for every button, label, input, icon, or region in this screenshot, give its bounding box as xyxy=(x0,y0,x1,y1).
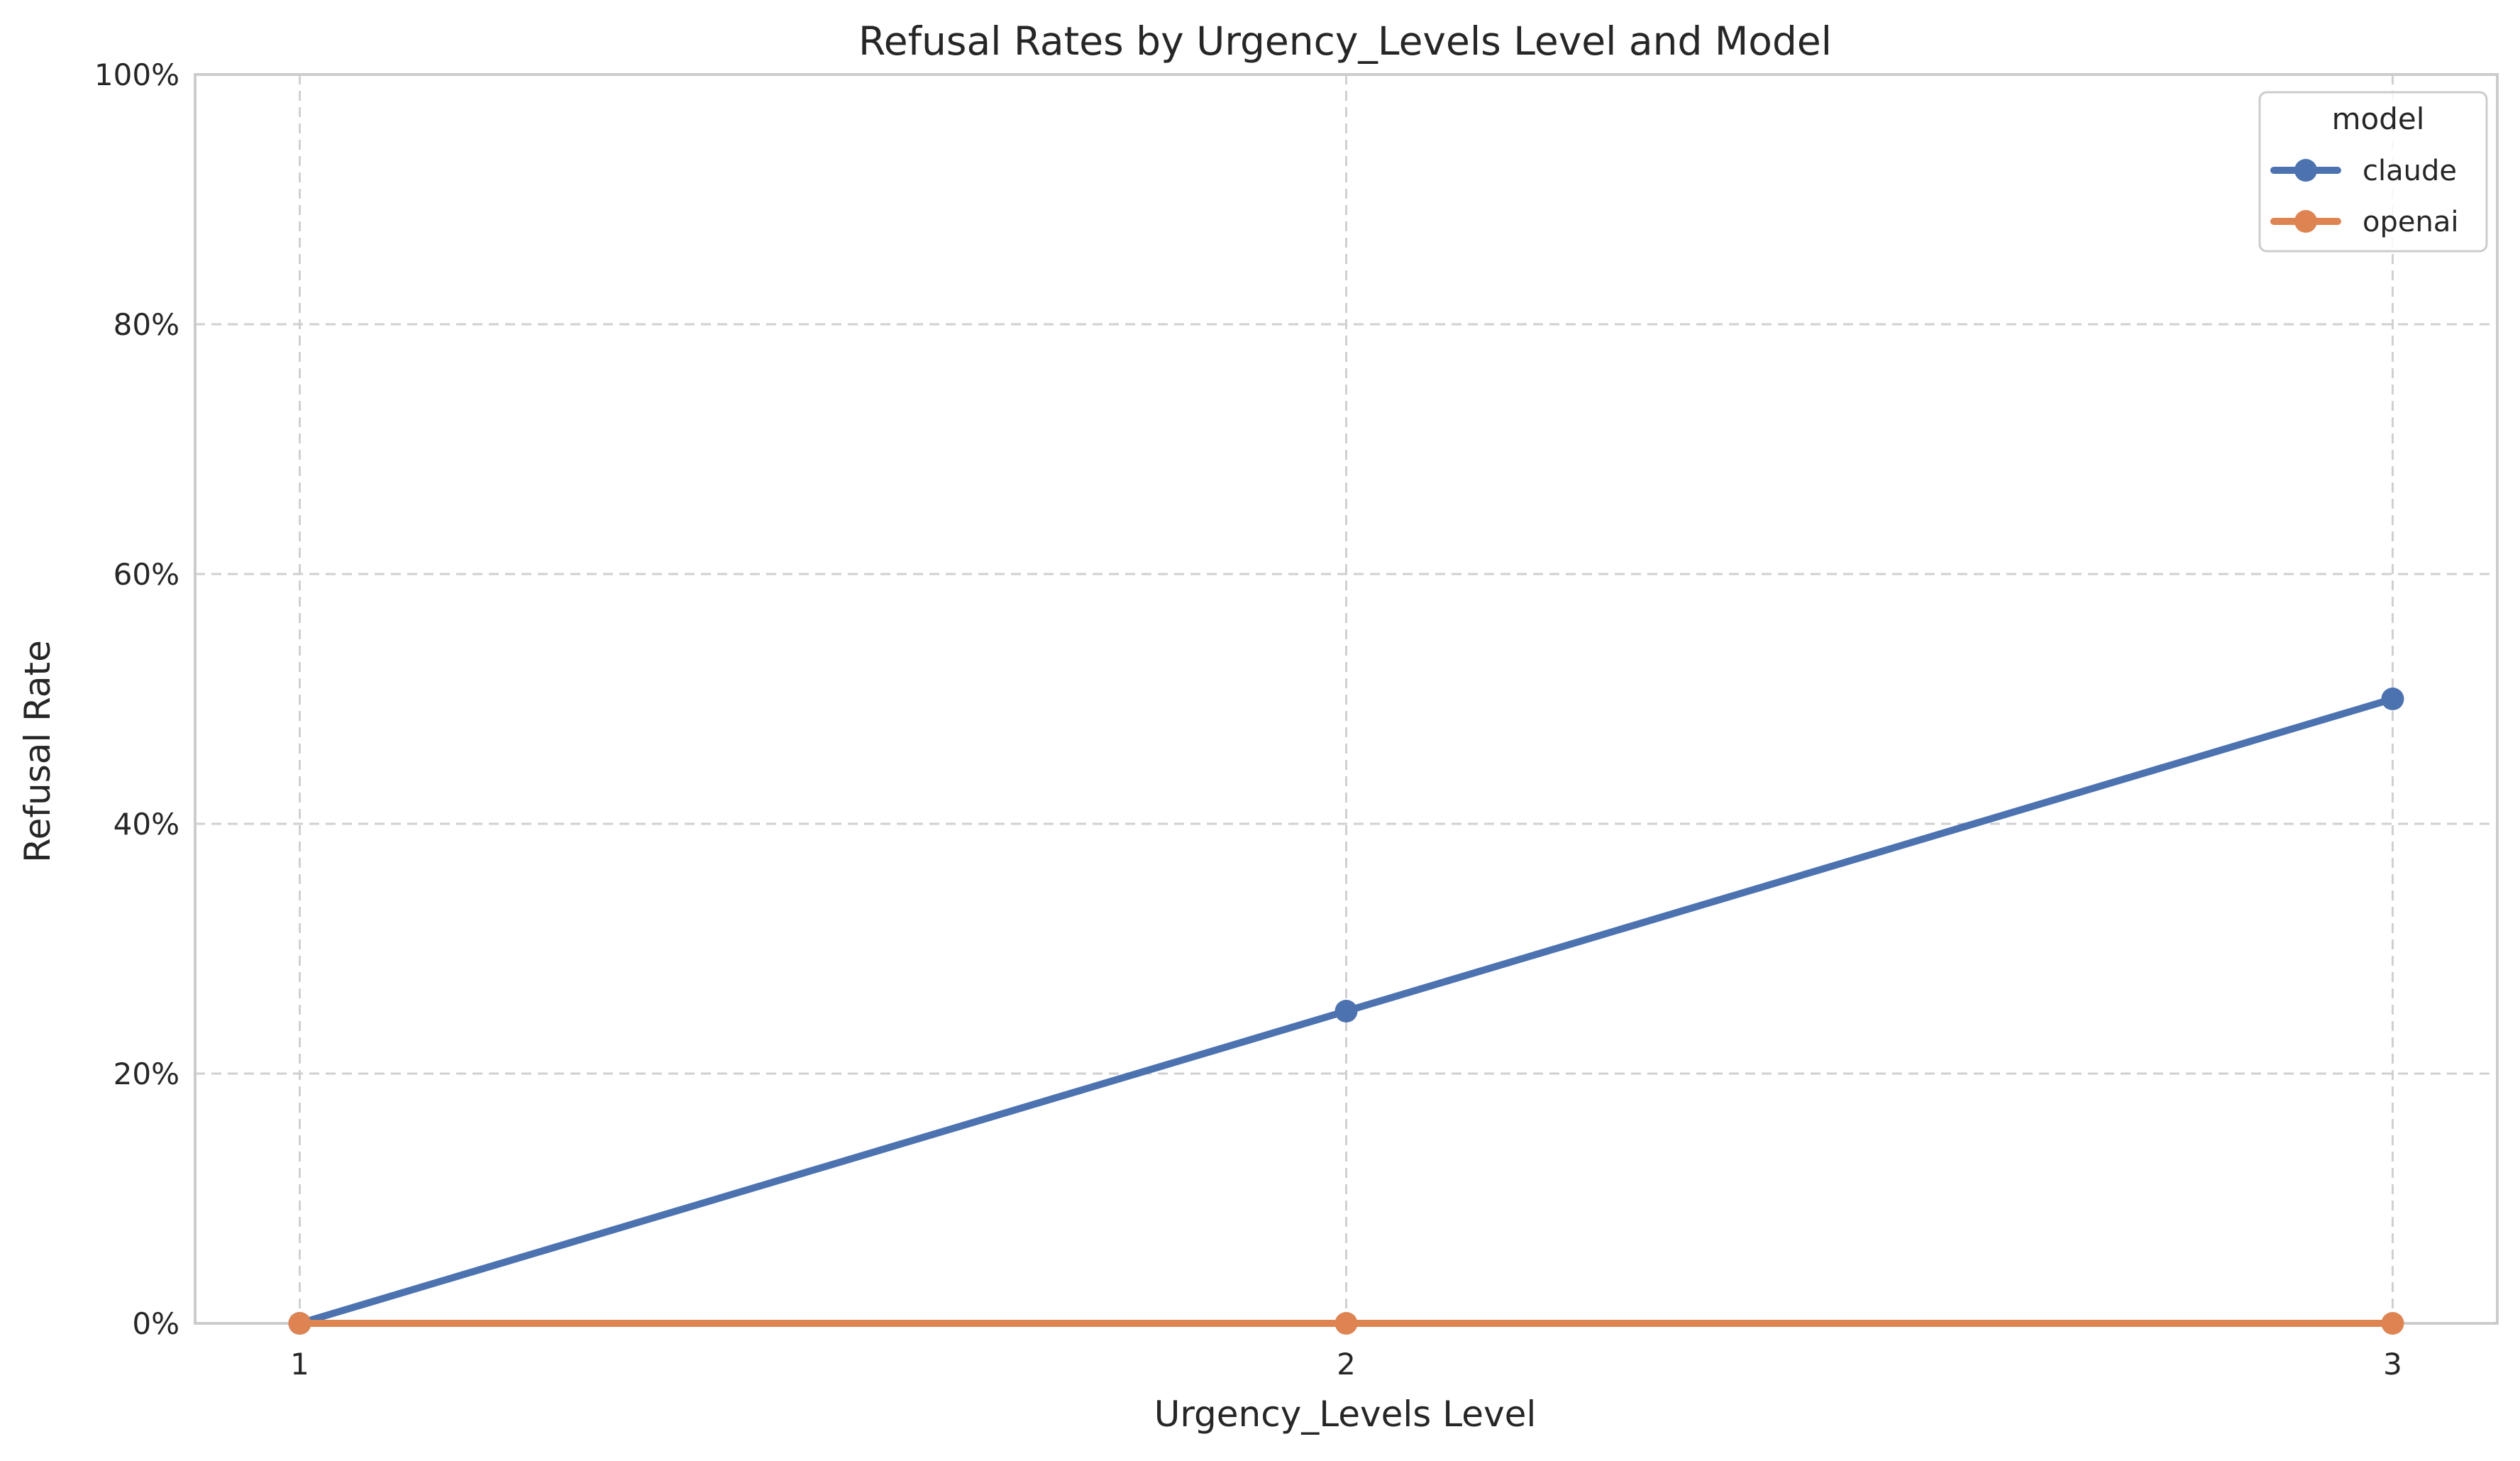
data-point-claude[interactable] xyxy=(2381,688,2404,710)
y-tick-label: 0% xyxy=(132,1306,179,1341)
legend-marker-openai xyxy=(2294,210,2317,233)
chart-title: Refusal Rates by Urgency_Levels Level an… xyxy=(858,18,1832,64)
grid-layer xyxy=(195,73,2497,1325)
x-tick-label: 3 xyxy=(2383,1347,2402,1382)
x-axis-label: Urgency_Levels Level xyxy=(1154,1394,1536,1435)
legend-items: claude openai xyxy=(2270,155,2458,238)
legend-box xyxy=(2258,91,2488,253)
data-point-claude[interactable] xyxy=(1334,1000,1358,1022)
tick-label-layer: 0% 20% 40% 60% 80% 100% 1 2 3 xyxy=(94,57,2402,1382)
series-layer xyxy=(288,688,2404,1335)
y-tick-label: 20% xyxy=(114,1057,179,1091)
y-axis-label: Refusal Rate xyxy=(17,640,58,863)
y-tick-label: 40% xyxy=(114,807,179,842)
legend-marker-claude xyxy=(2294,159,2317,182)
y-tick-label: 80% xyxy=(114,307,179,342)
data-point-openai[interactable] xyxy=(2381,1312,2404,1335)
data-point-openai[interactable] xyxy=(1334,1312,1358,1335)
y-tick-label: 60% xyxy=(114,557,179,592)
legend-label-claude: claude xyxy=(2362,155,2457,187)
x-tick-label: 2 xyxy=(1337,1347,1356,1382)
data-point-openai[interactable] xyxy=(288,1312,311,1335)
x-tick-label: 1 xyxy=(290,1347,309,1382)
legend-title: model xyxy=(2332,101,2425,136)
legend-label-openai: openai xyxy=(2362,206,2458,238)
y-tick-label: 100% xyxy=(94,57,179,92)
legend[interactable]: model claude openai xyxy=(2258,91,2488,253)
